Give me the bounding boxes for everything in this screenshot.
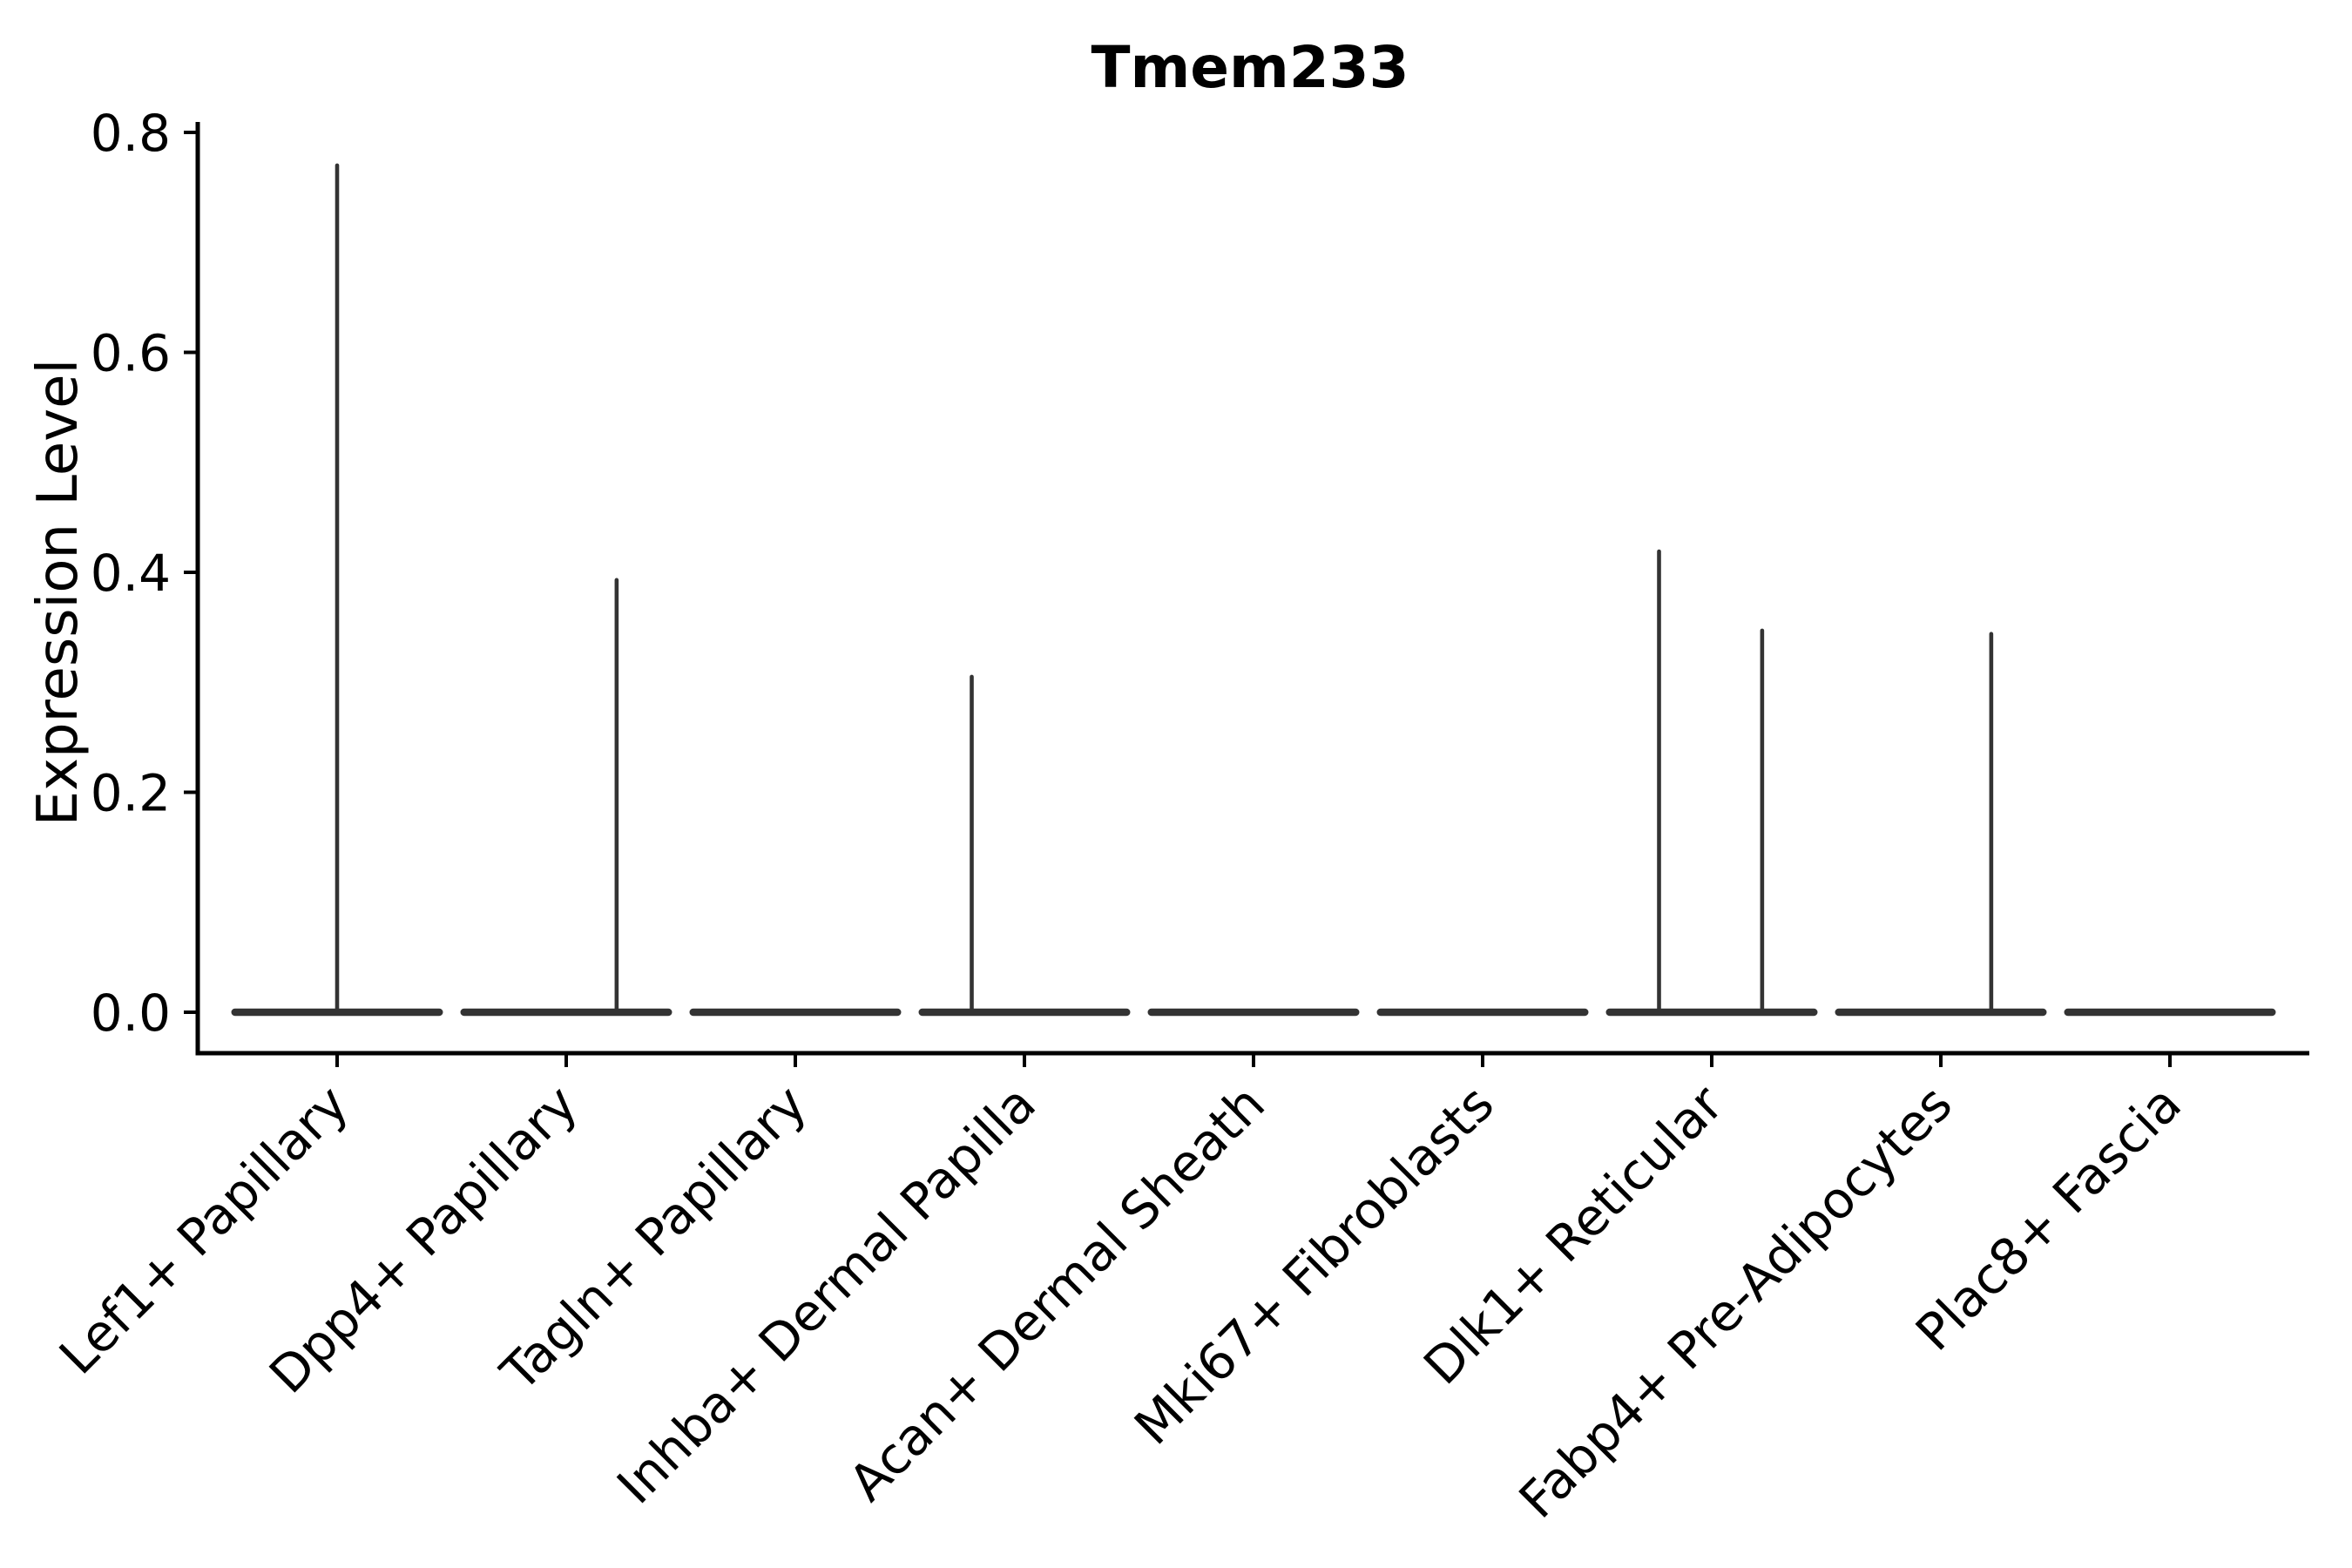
violin-3 bbox=[689, 1008, 902, 1017]
y-tick-label: 0.4 bbox=[91, 544, 171, 603]
violin-body-at-zero bbox=[918, 1008, 1131, 1017]
violin-8 bbox=[1835, 632, 2047, 1017]
violin-6 bbox=[1376, 1008, 1589, 1017]
violin-1 bbox=[231, 163, 443, 1017]
chart-title: Tmem233 bbox=[1091, 34, 1409, 101]
axis-spines bbox=[195, 122, 2309, 1056]
violin-9 bbox=[2064, 1008, 2276, 1017]
violin-body-at-zero bbox=[1835, 1008, 2047, 1017]
violin-body-at-zero bbox=[1147, 1008, 1360, 1017]
violin-body-at-zero bbox=[1605, 1008, 1818, 1017]
y-axis-ticks: 0.0 0.2 0.4 0.6 0.8 bbox=[91, 104, 198, 1043]
violin-4 bbox=[918, 674, 1131, 1017]
y-tick-label: 0.0 bbox=[91, 983, 171, 1043]
y-tick-label: 0.6 bbox=[91, 323, 171, 382]
y-tick-label: 0.8 bbox=[91, 104, 171, 163]
y-tick-label: 0.2 bbox=[91, 763, 171, 822]
violin-body-at-zero bbox=[2064, 1008, 2276, 1017]
y-axis-label: Expression Level bbox=[26, 359, 91, 827]
violin-5 bbox=[1147, 1008, 1360, 1017]
violin-body-at-zero bbox=[460, 1008, 672, 1017]
violins-layer bbox=[231, 163, 2276, 1017]
violin-body-at-zero bbox=[689, 1008, 902, 1017]
violin-2 bbox=[460, 578, 672, 1017]
violin-7 bbox=[1605, 549, 1818, 1017]
violin-body-at-zero bbox=[231, 1008, 443, 1017]
violin-body-at-zero bbox=[1376, 1008, 1589, 1017]
